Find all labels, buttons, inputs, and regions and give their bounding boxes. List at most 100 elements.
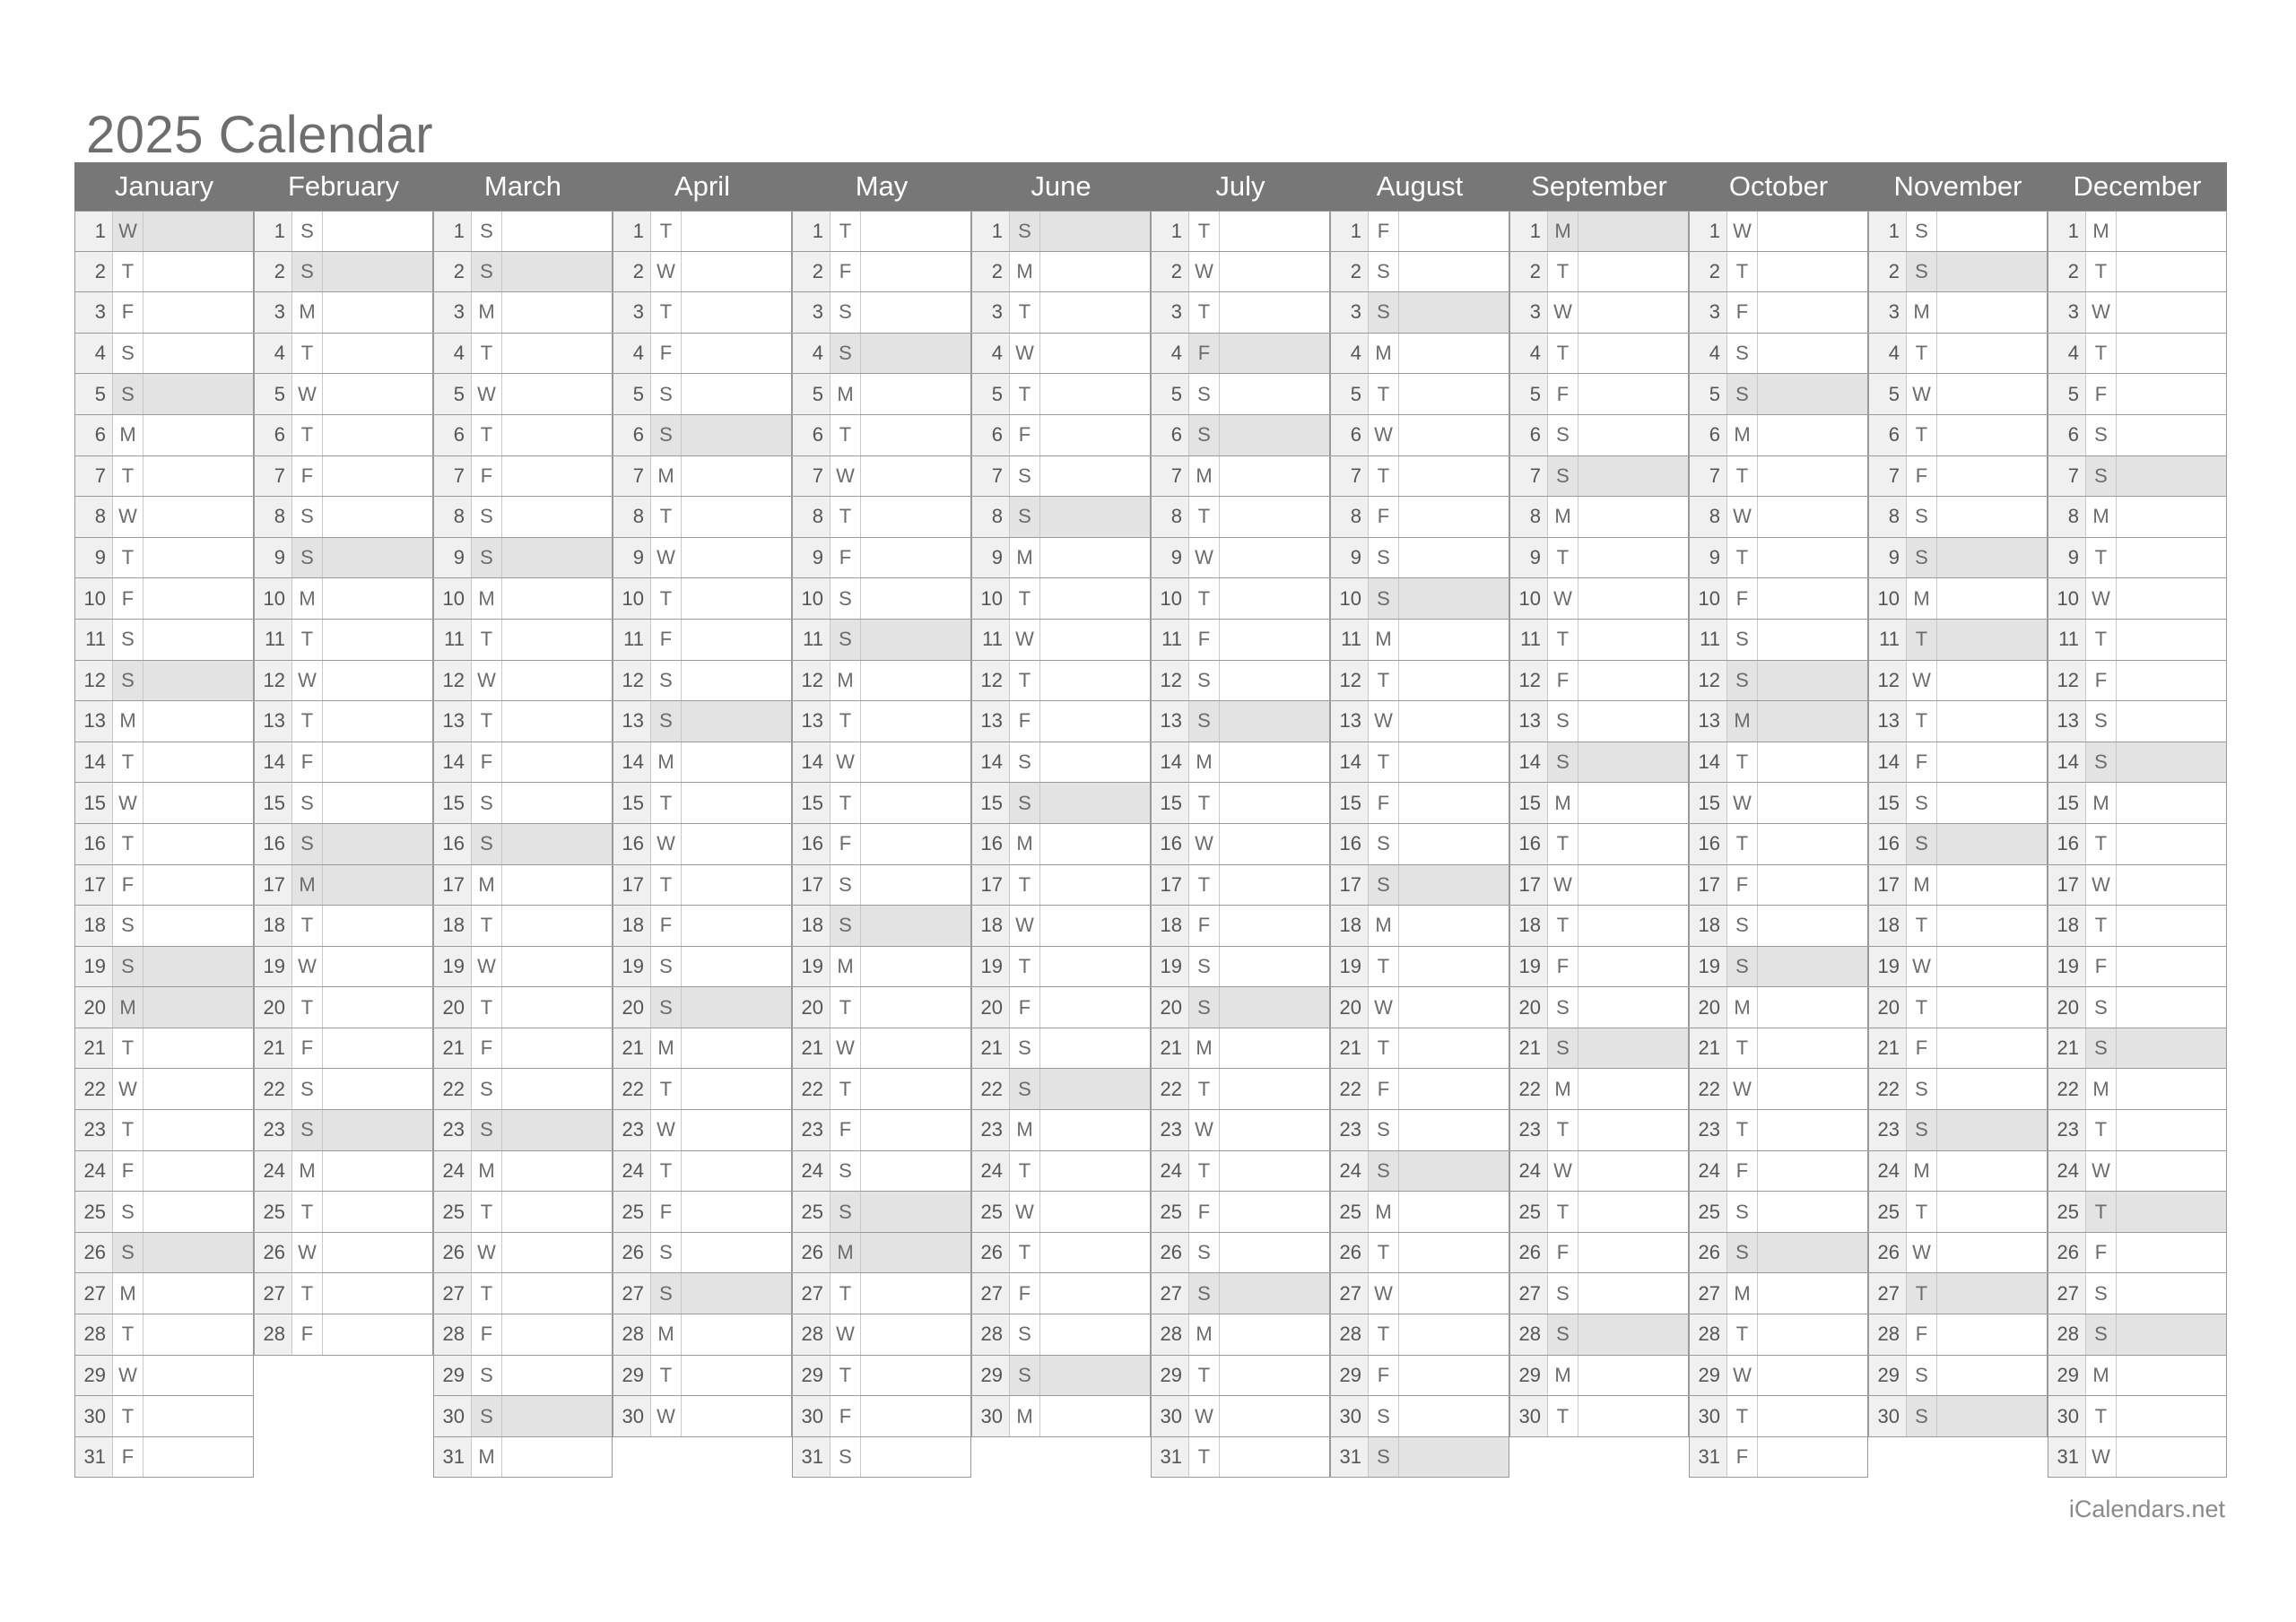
day-note-area[interactable] (1758, 1396, 1867, 1436)
day-row[interactable]: 19 S (613, 946, 792, 988)
day-note-area[interactable] (682, 906, 791, 946)
day-note-area[interactable] (682, 455, 791, 497)
day-note-area[interactable] (502, 292, 612, 333)
month-header-august[interactable]: August (1330, 162, 1509, 211)
day-row[interactable]: 16 W (613, 823, 792, 865)
day-note-area[interactable] (682, 1150, 791, 1192)
day-note-area[interactable] (323, 333, 432, 374)
month-header-october[interactable]: October (1689, 162, 1868, 211)
day-row[interactable]: 29 T (792, 1355, 971, 1397)
day-note-area[interactable] (1578, 1110, 1688, 1150)
day-note-area[interactable] (1578, 1232, 1688, 1273)
day-note-area[interactable] (144, 1028, 253, 1069)
day-note-area[interactable] (1937, 251, 2047, 292)
day-note-area[interactable] (1758, 1232, 1867, 1273)
day-row[interactable]: 27 T (1868, 1273, 2048, 1315)
day-note-area[interactable] (1758, 1069, 1867, 1110)
day-note-area[interactable] (1040, 823, 1150, 864)
day-note-area[interactable] (1758, 946, 1867, 987)
day-note-area[interactable] (1758, 455, 1867, 497)
day-note-area[interactable] (1399, 742, 1509, 783)
day-note-area[interactable] (682, 1069, 791, 1110)
day-row[interactable]: 30 F (792, 1396, 971, 1437)
day-row[interactable]: 21 S (971, 1028, 1151, 1070)
day-row[interactable]: 10 T (971, 578, 1151, 620)
day-note-area[interactable] (1220, 1192, 1329, 1232)
day-row[interactable]: 18 S (74, 906, 254, 947)
day-note-area[interactable] (1040, 946, 1150, 987)
day-row[interactable]: 20 T (792, 987, 971, 1028)
day-row[interactable]: 27 T (792, 1273, 971, 1315)
day-note-area[interactable] (502, 1069, 612, 1110)
day-note-area[interactable] (1578, 742, 1688, 783)
day-row[interactable]: 13 T (1868, 701, 2048, 742)
day-note-area[interactable] (1758, 742, 1867, 783)
day-note-area[interactable] (1937, 212, 2047, 251)
day-row[interactable]: 11 F (1151, 619, 1330, 661)
day-row[interactable]: 10 F (1689, 578, 1868, 620)
day-note-area[interactable] (861, 1069, 970, 1110)
day-note-area[interactable] (144, 374, 253, 414)
day-note-area[interactable] (682, 1110, 791, 1150)
day-row[interactable]: 21 F (254, 1028, 433, 1070)
day-note-area[interactable] (1040, 987, 1150, 1028)
day-row[interactable]: 20 S (1509, 987, 1689, 1028)
day-row[interactable]: 11 S (792, 619, 971, 661)
day-row[interactable]: 11 F (613, 619, 792, 661)
day-row[interactable]: 24 F (74, 1150, 254, 1193)
day-row[interactable]: 30 T (2048, 1396, 2227, 1437)
day-note-area[interactable] (323, 1192, 432, 1232)
day-note-area[interactable] (323, 823, 432, 864)
day-note-area[interactable] (1937, 1150, 2047, 1192)
day-note-area[interactable] (502, 1273, 612, 1314)
day-row[interactable]: 20 M (1689, 987, 1868, 1028)
day-note-area[interactable] (502, 497, 612, 537)
day-row[interactable]: 16 T (2048, 823, 2227, 865)
day-row[interactable]: 26 T (1330, 1232, 1509, 1274)
day-row[interactable]: 17 M (254, 864, 433, 906)
day-row[interactable]: 29 S (971, 1355, 1151, 1397)
day-note-area[interactable] (2117, 1232, 2226, 1273)
day-note-area[interactable] (1578, 1273, 1688, 1314)
day-row[interactable]: 10 T (1151, 578, 1330, 620)
day-note-area[interactable] (2117, 251, 2226, 292)
day-row[interactable]: 23 F (792, 1110, 971, 1151)
day-note-area[interactable] (682, 1396, 791, 1436)
day-note-area[interactable] (323, 455, 432, 497)
day-note-area[interactable] (323, 578, 432, 619)
day-note-area[interactable] (1578, 1150, 1688, 1192)
day-row[interactable]: 15 T (613, 783, 792, 824)
day-note-area[interactable] (861, 1355, 970, 1396)
day-note-area[interactable] (144, 1355, 253, 1396)
day-row[interactable]: 12 F (1509, 660, 1689, 702)
day-note-area[interactable] (682, 1232, 791, 1273)
day-note-area[interactable] (1220, 864, 1329, 906)
day-note-area[interactable] (1220, 1436, 1329, 1478)
day-note-area[interactable] (144, 906, 253, 946)
day-row[interactable]: 27 M (1689, 1273, 1868, 1315)
day-row[interactable]: 15 T (792, 783, 971, 824)
day-note-area[interactable] (682, 1273, 791, 1314)
day-note-area[interactable] (682, 660, 791, 701)
day-row[interactable]: 23 W (1151, 1110, 1330, 1151)
day-note-area[interactable] (1578, 987, 1688, 1028)
day-note-area[interactable] (682, 374, 791, 414)
day-note-area[interactable] (1758, 251, 1867, 292)
day-note-area[interactable] (1040, 783, 1150, 823)
month-header-july[interactable]: July (1151, 162, 1330, 211)
day-note-area[interactable] (861, 701, 970, 742)
day-note-area[interactable] (1758, 906, 1867, 946)
day-note-area[interactable] (144, 823, 253, 864)
day-row[interactable]: 30 S (1330, 1396, 1509, 1437)
day-row[interactable]: 15 W (1689, 783, 1868, 824)
